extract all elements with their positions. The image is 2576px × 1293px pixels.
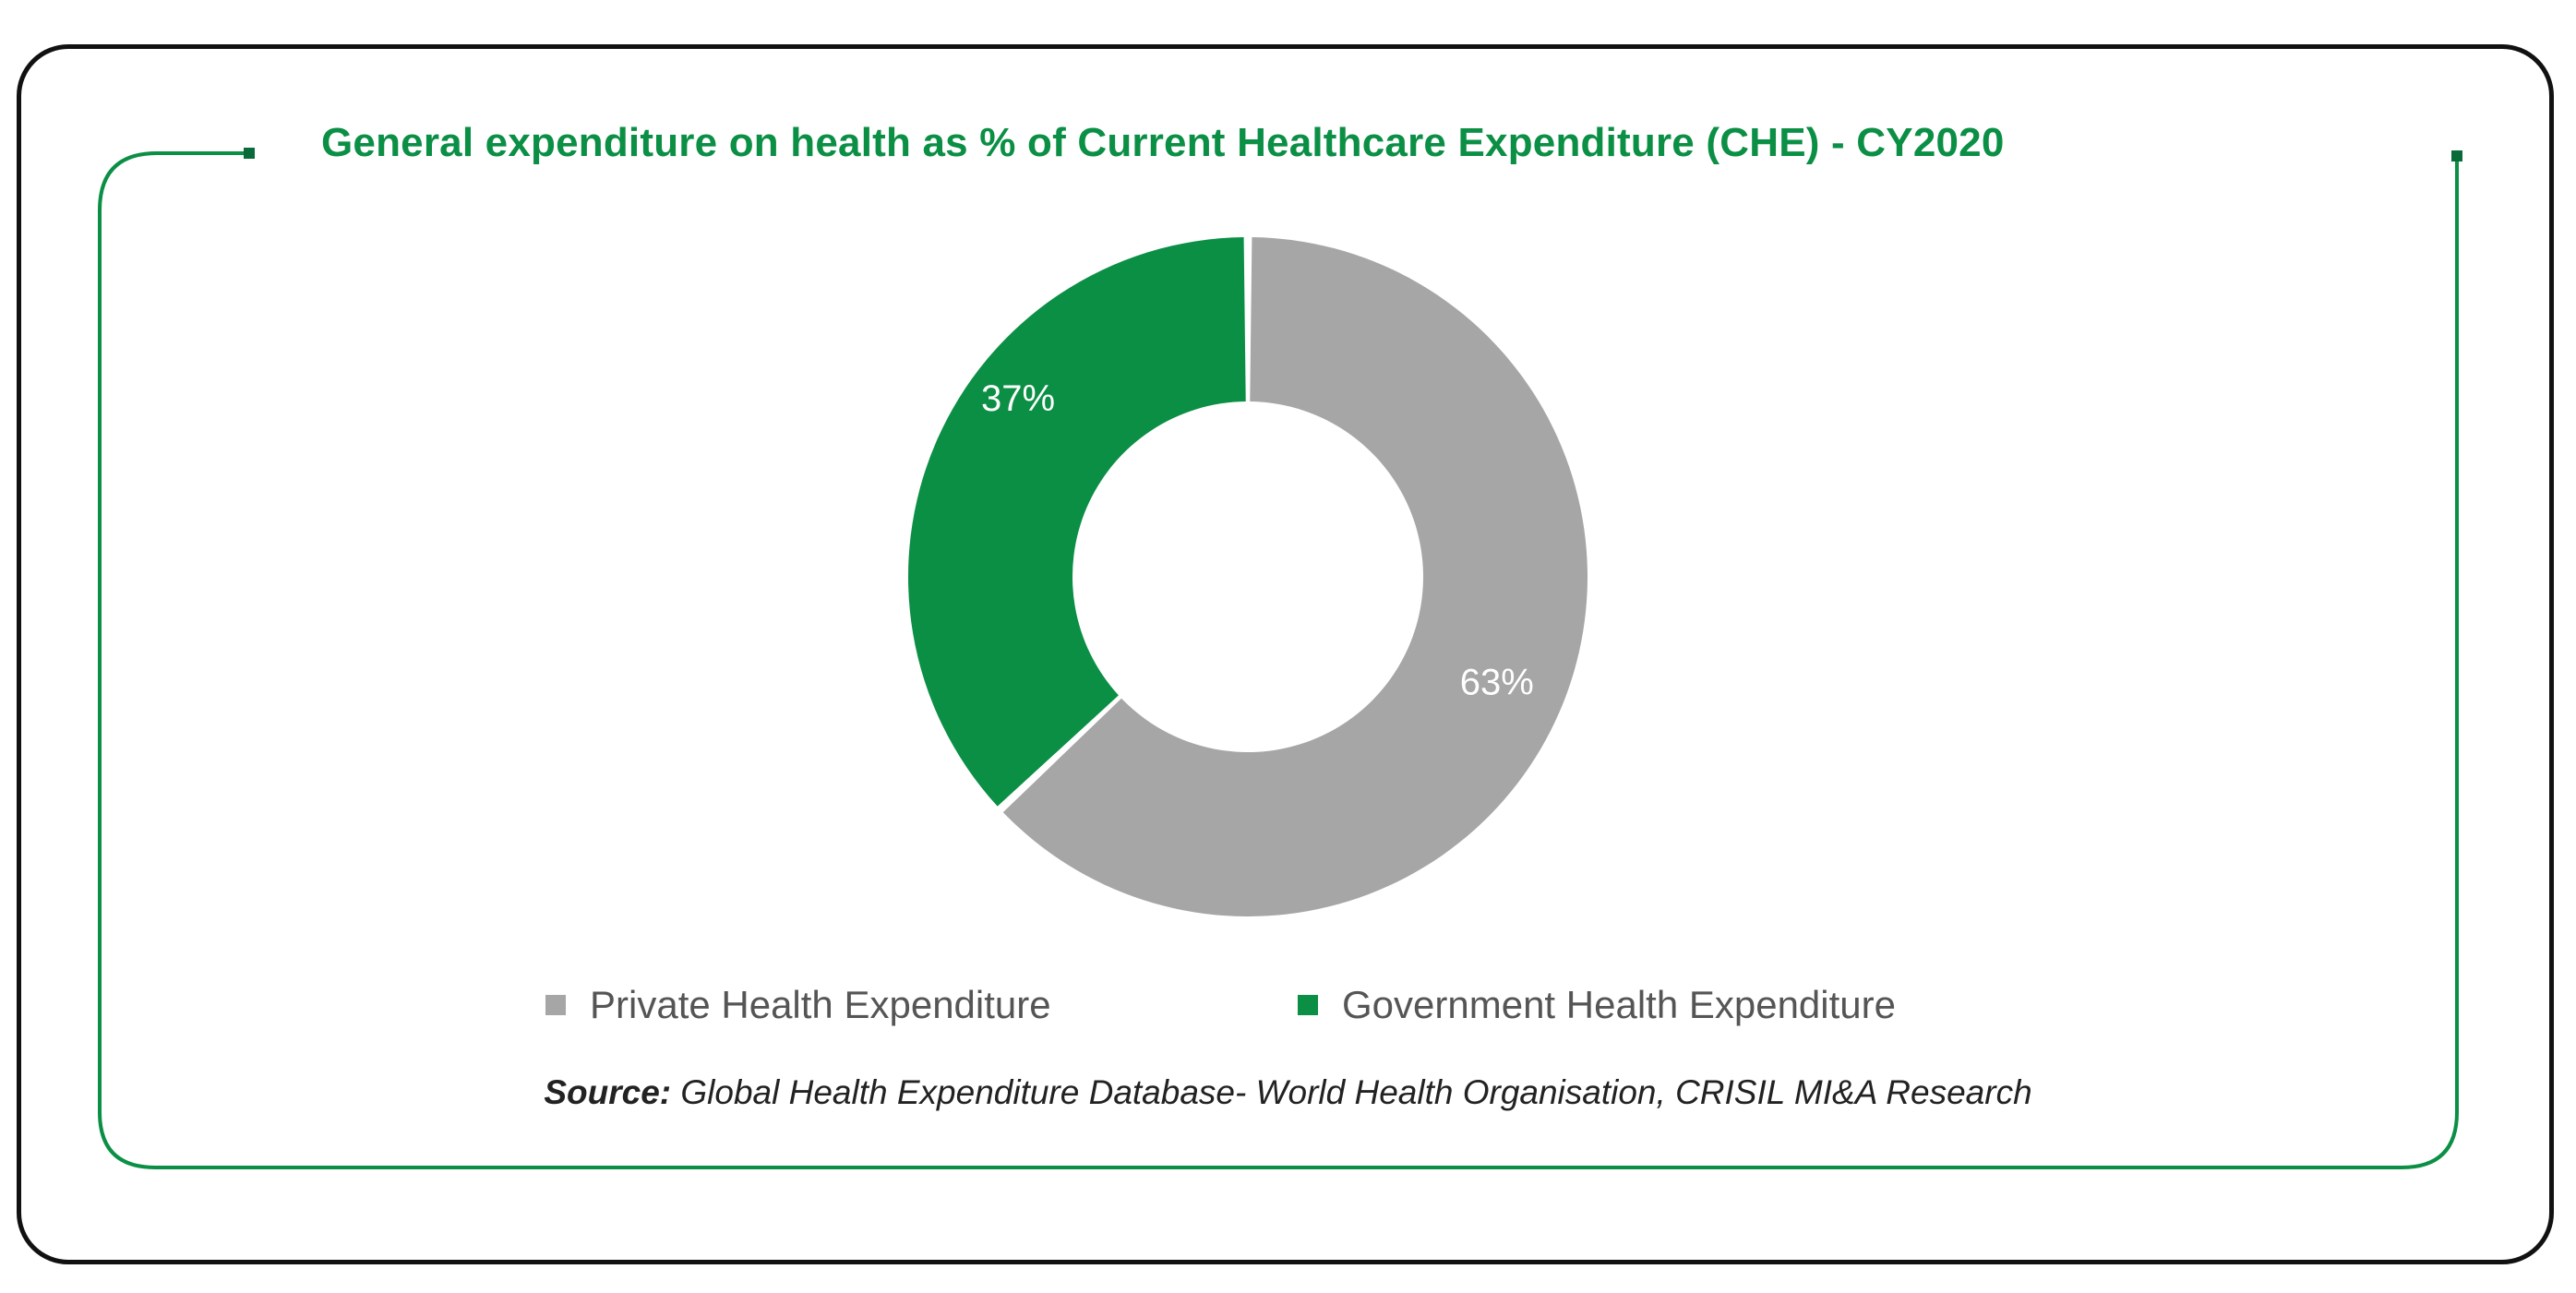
chart-title: General expenditure on health as % of Cu… <box>321 120 2005 165</box>
frame-end-marker-right <box>2451 150 2462 162</box>
legend-swatch-private <box>545 995 566 1015</box>
legend-swatch-government <box>1298 995 1318 1015</box>
donut-slice-private <box>1002 237 1588 916</box>
frame-end-marker-left <box>244 148 255 159</box>
source-text: Global Health Expenditure Database- Worl… <box>671 1073 2032 1111</box>
legend-label-private: Private Health Expenditure <box>590 983 1051 1026</box>
donut-slice-government <box>908 237 1246 807</box>
slice-label-private: 63% <box>1460 662 1534 702</box>
source-prefix: Source: <box>544 1073 672 1111</box>
legend-label-government: Government Health Expenditure <box>1342 983 1896 1026</box>
slice-label-government: 37% <box>981 378 1055 419</box>
legend: Private Health Expenditure Government He… <box>0 983 2576 1038</box>
green-frame-line <box>98 151 2459 1169</box>
legend-item-private: Private Health Expenditure <box>545 983 1051 1027</box>
source-note: Source: Global Health Expenditure Databa… <box>0 1073 2576 1112</box>
legend-item-government: Government Health Expenditure <box>1298 983 1896 1027</box>
